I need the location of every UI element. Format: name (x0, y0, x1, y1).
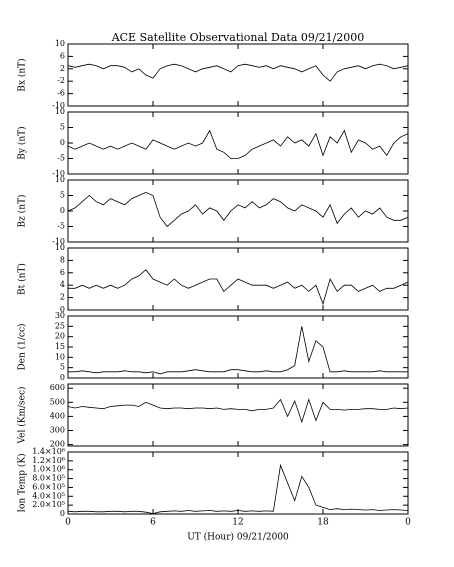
y-axis-label: By (nT) (17, 126, 28, 159)
y-tick-label: 2 (60, 64, 65, 73)
y-tick-label: 10 (55, 175, 65, 184)
y-tick-label: 1.4×10⁶ (32, 447, 65, 456)
y-tick-label: -5 (57, 154, 65, 163)
data-line (68, 326, 408, 375)
y-axis-label: Bt (nT) (17, 263, 28, 295)
y-tick-label: 500 (50, 397, 65, 406)
y-tick-label: 20 (55, 332, 65, 341)
data-line (67, 191, 409, 228)
y-tick-label: 0 (60, 373, 65, 382)
y-tick-label: -10 (52, 237, 65, 246)
x-tick-label: 18 (317, 518, 329, 528)
y-tick-label: 400 (50, 411, 65, 420)
panel-frame (67, 179, 409, 243)
panel-frame (67, 383, 409, 447)
x-tick-label: 0 (405, 518, 411, 528)
y-tick-label: 0 (60, 305, 65, 314)
y-tick-label: 6 (60, 51, 65, 60)
y-tick-label: 200 (50, 440, 65, 449)
y-tick-label: 15 (55, 342, 65, 351)
y-tick-label: 5 (60, 123, 65, 132)
y-tick-label: 30 (55, 311, 65, 320)
panel-frame (67, 43, 409, 107)
y-tick-label: 0 (60, 206, 65, 215)
data-line (67, 63, 409, 82)
y-tick-label: 6 (60, 268, 65, 277)
y-tick-label: 6.0×10⁵ (32, 482, 65, 491)
y-tick-label: 300 (50, 426, 65, 435)
y-tick-label: 600 (50, 383, 65, 392)
y-tick-label: 10 (55, 352, 65, 361)
y-tick-label: 0 (60, 138, 65, 147)
x-tick-label: 12 (232, 518, 243, 528)
y-axis-label: Den (1/cc) (17, 323, 28, 370)
y-tick-label: 1.0×10⁶ (32, 465, 65, 474)
y-tick-label: 2 (60, 293, 65, 302)
y-tick-label: -10 (52, 169, 65, 178)
y-axis-label: Bx (nT) (17, 58, 28, 91)
y-tick-label: 4 (60, 280, 65, 289)
y-axis-label: Bz (nT) (17, 194, 28, 227)
y-axis-label: Vel (Km/sec) (17, 386, 28, 444)
y-tick-label: 5 (60, 191, 65, 200)
x-tick-label: 0 (65, 518, 71, 528)
y-tick-label: 4.0×10⁵ (32, 491, 65, 500)
y-axis-label: Ion Temp (K) (17, 453, 28, 512)
data-line (67, 398, 409, 424)
panel-frame (67, 451, 409, 515)
y-tick-label: 2.0×10⁵ (32, 500, 65, 509)
x-tick-label: 6 (150, 518, 156, 528)
y-tick-label: -10 (52, 101, 65, 110)
chart-title: ACE Satellite Observational Data 09/21/2… (111, 31, 365, 44)
y-tick-label: -2 (57, 76, 65, 85)
y-tick-label: 25 (55, 321, 65, 330)
y-tick-label: 5 (60, 363, 65, 372)
data-line (67, 463, 409, 515)
y-tick-label: 8 (60, 255, 65, 264)
x-axis-label: UT (Hour) 09/21/2000 (187, 532, 289, 543)
panel-frame (67, 315, 409, 379)
y-tick-label: 10 (55, 243, 65, 252)
y-tick-label: 8.0×10⁵ (32, 474, 65, 483)
y-tick-label: 1.2×10⁶ (32, 456, 65, 465)
y-tick-label: 10 (55, 107, 65, 116)
y-tick-label: -6 (57, 89, 65, 98)
y-tick-label: 0 (60, 509, 65, 518)
data-line (68, 269, 409, 306)
y-tick-label: -5 (57, 222, 65, 231)
y-tick-label: 10 (55, 39, 65, 48)
data-line (67, 129, 409, 159)
